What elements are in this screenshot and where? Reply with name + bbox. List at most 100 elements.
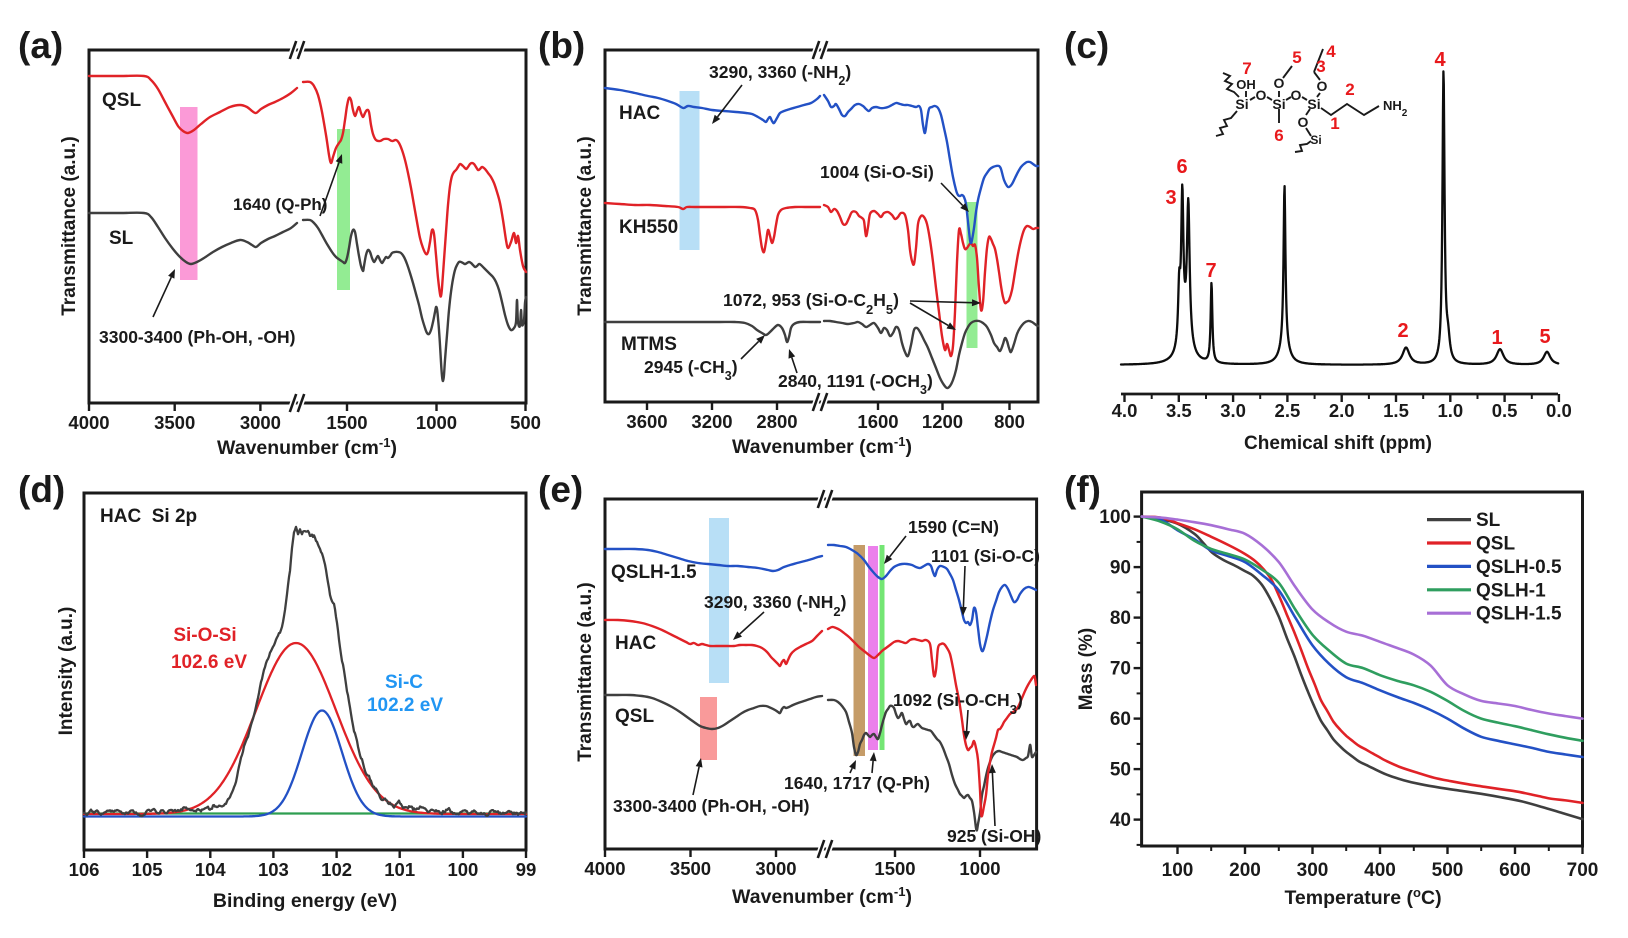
svg-text:QSLH-1.5: QSLH-1.5 (1476, 604, 1562, 625)
svg-text:1.5: 1.5 (1383, 400, 1409, 421)
svg-text:(a): (a) (18, 25, 63, 66)
svg-text:(d): (d) (18, 469, 65, 510)
svg-text:4: 4 (1326, 42, 1336, 61)
svg-text:50: 50 (1110, 760, 1131, 781)
svg-text:(b): (b) (538, 25, 585, 66)
svg-text:70: 70 (1110, 659, 1131, 680)
svg-text:(e): (e) (538, 469, 583, 510)
svg-text:3000: 3000 (240, 412, 281, 433)
svg-text:100: 100 (1162, 860, 1194, 881)
svg-text:1101 (Si-O-C): 1101 (Si-O-C) (931, 546, 1040, 566)
svg-text:QSLH-1.5: QSLH-1.5 (611, 562, 697, 583)
svg-text:925 (Si-OH): 925 (Si-OH) (947, 826, 1041, 846)
svg-text:700: 700 (1567, 860, 1599, 881)
svg-text:6: 6 (1176, 156, 1187, 178)
svg-text:1200: 1200 (922, 411, 963, 432)
svg-text:1000: 1000 (959, 858, 1000, 879)
svg-text:3: 3 (1316, 57, 1325, 76)
svg-text:MTMS: MTMS (621, 334, 677, 355)
svg-text:3.5: 3.5 (1166, 400, 1192, 421)
svg-text:102.2 eV: 102.2 eV (367, 695, 443, 716)
svg-text:1.0: 1.0 (1437, 400, 1463, 421)
svg-text:O: O (1256, 87, 1267, 103)
svg-text:4000: 4000 (68, 412, 109, 433)
svg-text:2.5: 2.5 (1275, 400, 1301, 421)
svg-text:QSL: QSL (1476, 534, 1515, 555)
svg-text:Si-O-Si: Si-O-Si (173, 625, 236, 646)
svg-text:1500: 1500 (874, 858, 915, 879)
svg-text:2.0: 2.0 (1329, 400, 1355, 421)
svg-text:1640, 1717 (Q-Ph): 1640, 1717 (Q-Ph) (784, 773, 930, 793)
svg-text:3300-3400 (Ph-OH, -OH): 3300-3400 (Ph-OH, -OH) (613, 796, 809, 816)
svg-text:106: 106 (69, 859, 100, 880)
svg-text:HAC Si 2p: HAC Si 2p (100, 506, 197, 527)
svg-text:3: 3 (1165, 187, 1176, 209)
svg-text:102.6 eV: 102.6 eV (171, 652, 247, 673)
svg-text:800: 800 (994, 411, 1025, 432)
svg-text:QSLH-0.5: QSLH-0.5 (1476, 557, 1562, 578)
svg-text:3600: 3600 (626, 411, 667, 432)
svg-text:60: 60 (1110, 709, 1131, 730)
svg-text:Si-C: Si-C (385, 672, 423, 693)
svg-text:7: 7 (1242, 59, 1251, 78)
svg-text:Transmittance (a.u.): Transmittance (a.u.) (575, 136, 596, 316)
svg-text:Si: Si (1310, 133, 1321, 147)
svg-text:Chemical shift (ppm): Chemical shift (ppm) (1244, 433, 1432, 454)
svg-text:5: 5 (1539, 326, 1550, 348)
svg-text:1: 1 (1491, 327, 1502, 349)
svg-text:4.0: 4.0 (1112, 400, 1138, 421)
svg-text:OH: OH (1236, 77, 1256, 92)
svg-text:99: 99 (516, 859, 537, 880)
svg-text:QSLH-1: QSLH-1 (1476, 580, 1546, 601)
svg-text:300: 300 (1297, 860, 1329, 881)
svg-text:3500: 3500 (154, 412, 195, 433)
svg-text:O: O (1291, 87, 1302, 103)
svg-text:3000: 3000 (755, 858, 796, 879)
svg-text:3300-3400 (Ph-OH, -OH): 3300-3400 (Ph-OH, -OH) (99, 327, 295, 347)
svg-text:105: 105 (132, 859, 163, 880)
svg-text:3200: 3200 (691, 411, 732, 432)
svg-text:HAC: HAC (615, 633, 656, 654)
svg-text:7: 7 (1205, 260, 1216, 282)
svg-text:Wavenumber (cm-1): Wavenumber (cm-1) (732, 434, 912, 459)
svg-text:QSL: QSL (102, 90, 141, 111)
svg-text:104: 104 (195, 859, 227, 880)
svg-text:Si: Si (1235, 96, 1248, 112)
svg-text:500: 500 (510, 412, 541, 433)
svg-text:103: 103 (258, 859, 289, 880)
svg-text:Intensity (a.u.): Intensity (a.u.) (56, 607, 77, 736)
svg-text:400: 400 (1364, 860, 1396, 881)
svg-text:1500: 1500 (326, 412, 367, 433)
svg-text:2: 2 (1345, 80, 1354, 99)
svg-text:1: 1 (1330, 114, 1339, 133)
svg-text:O: O (1298, 114, 1309, 130)
svg-text:Binding energy (eV): Binding energy (eV) (213, 890, 397, 912)
svg-text:KH550: KH550 (619, 217, 678, 238)
svg-text:4: 4 (1434, 49, 1446, 71)
svg-text:Wavenumber (cm-1): Wavenumber (cm-1) (217, 435, 397, 460)
svg-text:6: 6 (1274, 126, 1283, 145)
svg-text:2: 2 (1397, 320, 1408, 342)
svg-text:(f): (f) (1064, 469, 1101, 510)
svg-text:0.0: 0.0 (1546, 400, 1572, 421)
svg-text:(c): (c) (1064, 25, 1109, 66)
svg-text:200: 200 (1229, 860, 1261, 881)
svg-text:90: 90 (1110, 558, 1131, 579)
svg-text:Transmittance (a.u.): Transmittance (a.u.) (575, 582, 596, 762)
svg-text:101: 101 (384, 859, 415, 880)
svg-text:Temperature (oC): Temperature (oC) (1284, 885, 1441, 910)
svg-text:1000: 1000 (416, 412, 457, 433)
svg-text:Mass (%): Mass (%) (1076, 628, 1097, 710)
svg-text:O: O (1317, 78, 1328, 94)
svg-text:Si: Si (1307, 96, 1320, 112)
svg-text:Transmittance (a.u.): Transmittance (a.u.) (59, 136, 80, 316)
svg-text:1600: 1600 (857, 411, 898, 432)
svg-text:0.5: 0.5 (1492, 400, 1518, 421)
svg-text:QSL: QSL (615, 706, 654, 727)
svg-text:102: 102 (321, 859, 352, 880)
svg-text:O: O (1274, 75, 1285, 91)
svg-text:500: 500 (1432, 860, 1464, 881)
svg-text:100: 100 (447, 859, 478, 880)
svg-text:80: 80 (1110, 608, 1131, 629)
svg-text:1004 (Si-O-Si): 1004 (Si-O-Si) (820, 162, 934, 182)
